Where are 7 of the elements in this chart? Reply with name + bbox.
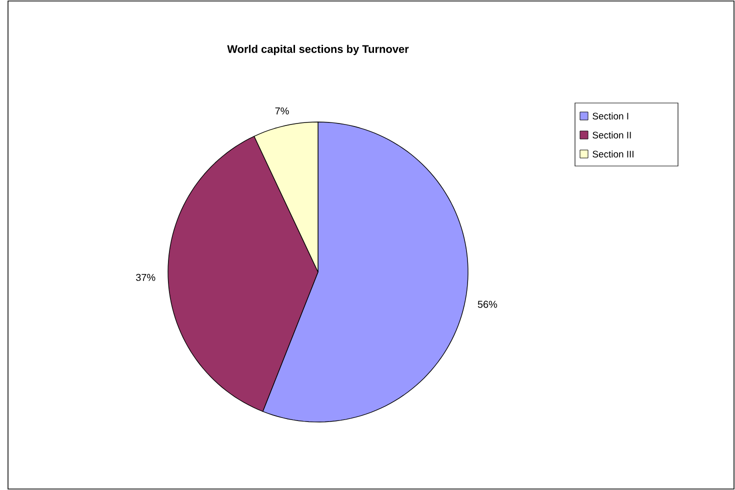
legend-label: Section II bbox=[592, 132, 631, 138]
data-label: 37% bbox=[136, 274, 156, 281]
chart-title: World capital sections by Turnover bbox=[227, 44, 409, 56]
data-label: 7% bbox=[275, 107, 289, 114]
data-label: 56% bbox=[478, 300, 498, 308]
legend-label: Section III bbox=[592, 150, 634, 158]
legend-label: Section I bbox=[592, 112, 628, 120]
